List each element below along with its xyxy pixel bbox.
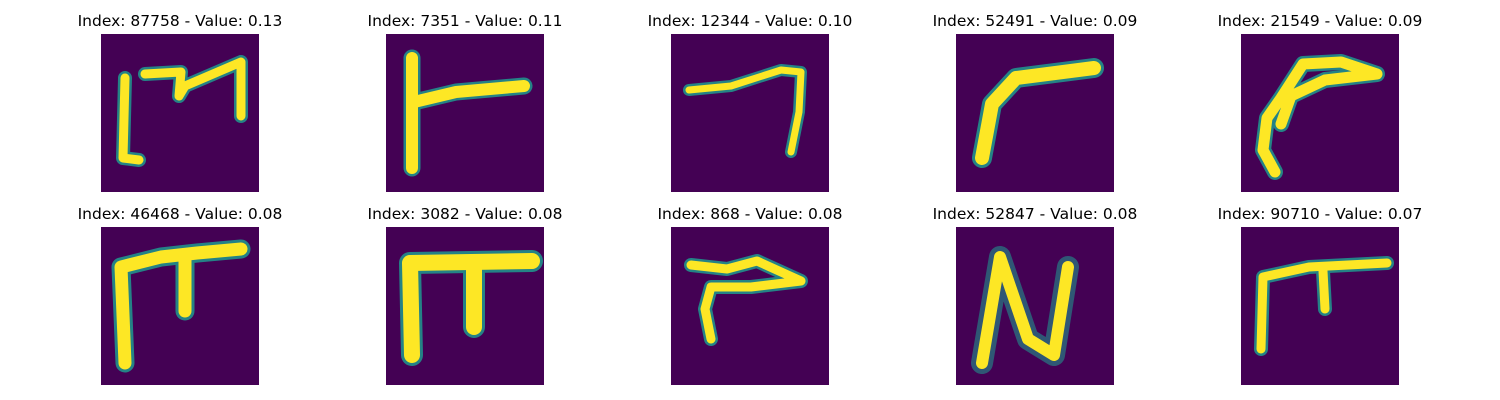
glyph-52847 — [971, 246, 1079, 374]
glyph-46468 — [111, 239, 251, 373]
panel-10: Index: 90710 - Value: 0.07 — [1190, 205, 1450, 395]
glyph-image-1 — [101, 34, 259, 192]
glyph-7351 — [403, 49, 533, 177]
panel-6: Index: 46468 - Value: 0.08 — [50, 205, 310, 395]
glyph-image-4 — [956, 34, 1114, 192]
panel-title: Index: 46468 - Value: 0.08 — [77, 205, 283, 223]
glyph-52491 — [972, 58, 1104, 168]
panel-title: Index: 868 - Value: 0.08 — [657, 205, 843, 223]
panel-9: Index: 52847 - Value: 0.08 — [905, 205, 1165, 395]
panel-5: Index: 21549 - Value: 0.09 — [1190, 12, 1450, 202]
glyph-3082 — [399, 250, 543, 366]
glyph-image-6 — [101, 227, 259, 385]
panel-title: Index: 87758 - Value: 0.13 — [77, 12, 283, 30]
glyph-image-5 — [1241, 34, 1399, 192]
panel-title: Index: 7351 - Value: 0.11 — [367, 12, 563, 30]
panel-title: Index: 90710 - Value: 0.07 — [1217, 205, 1423, 223]
glyph-87758 — [116, 55, 248, 167]
glyph-21549 — [1255, 54, 1385, 180]
panel-title: Index: 21549 - Value: 0.09 — [1217, 12, 1423, 30]
panel-4: Index: 52491 - Value: 0.09 — [905, 12, 1165, 202]
glyph-868 — [684, 254, 808, 346]
glyph-image-7 — [386, 227, 544, 385]
glyph-image-8 — [671, 227, 829, 385]
panel-1: Index: 87758 - Value: 0.13 — [50, 12, 310, 202]
panel-title: Index: 3082 - Value: 0.08 — [367, 205, 563, 223]
panel-7: Index: 3082 - Value: 0.08 — [335, 205, 595, 395]
panel-title: Index: 52847 - Value: 0.08 — [932, 205, 1138, 223]
glyph-image-3 — [671, 34, 829, 192]
panel-title: Index: 52491 - Value: 0.09 — [932, 12, 1138, 30]
glyph-90710 — [1254, 256, 1394, 356]
panel-title: Index: 12344 - Value: 0.10 — [647, 12, 853, 30]
panel-2: Index: 7351 - Value: 0.11 — [335, 12, 595, 202]
glyph-12344 — [683, 64, 807, 158]
glyph-image-9 — [956, 227, 1114, 385]
glyph-image-2 — [386, 34, 544, 192]
panel-8: Index: 868 - Value: 0.08 — [620, 205, 880, 395]
panel-3: Index: 12344 - Value: 0.10 — [620, 12, 880, 202]
glyph-image-10 — [1241, 227, 1399, 385]
